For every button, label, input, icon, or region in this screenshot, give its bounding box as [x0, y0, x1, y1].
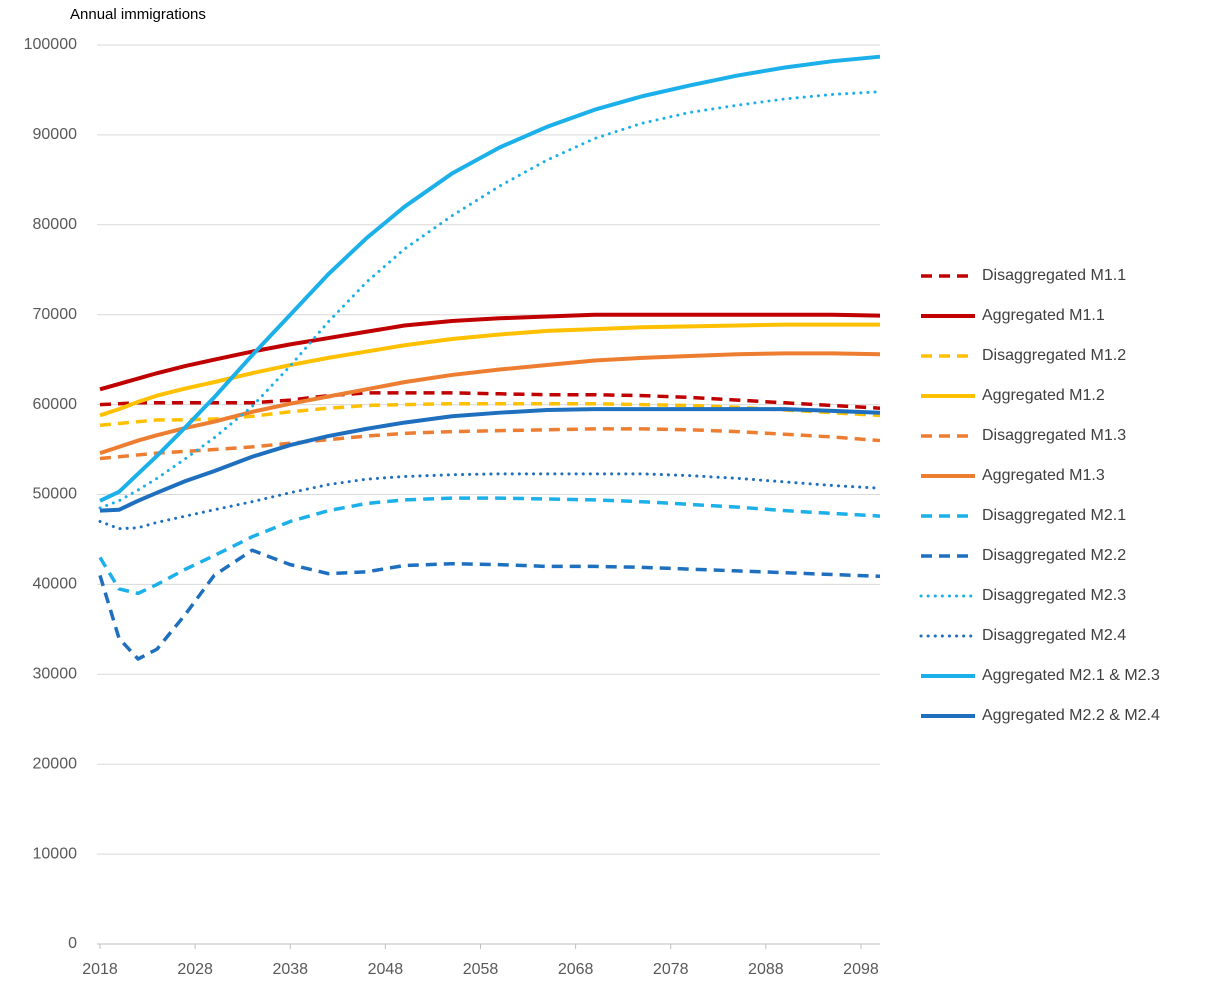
x-tick-label: 2098 — [843, 961, 879, 978]
y-tick-label: 20000 — [33, 755, 78, 772]
series-line — [99, 351, 881, 456]
y-tick-label: 80000 — [33, 216, 78, 233]
x-tick-label: 2028 — [177, 961, 213, 978]
legend-label: Disaggregated M2.2 — [982, 547, 1126, 564]
legend-label: Aggregated M2.1 & M2.3 — [982, 667, 1160, 684]
series-line — [98, 472, 882, 531]
legend-label: Disaggregated M1.1 — [982, 267, 1126, 284]
x-tick-label: 2078 — [653, 961, 689, 978]
y-tick-label: 0 — [68, 935, 77, 952]
legend-label: Disaggregated M2.4 — [982, 627, 1126, 644]
legend-label: Disaggregated M1.3 — [982, 427, 1126, 444]
series-line — [99, 407, 881, 513]
series-line — [99, 401, 881, 428]
y-tick-label: 40000 — [33, 576, 78, 593]
legend-label: Aggregated M1.2 — [982, 387, 1105, 404]
legend-label: Disaggregated M2.3 — [982, 587, 1126, 604]
series-line — [98, 548, 881, 661]
series-line — [99, 322, 880, 418]
series-line — [99, 312, 881, 392]
x-tick-label: 2048 — [368, 961, 404, 978]
x-tick-label: 2018 — [82, 961, 118, 978]
legend-label: Aggregated M1.1 — [982, 307, 1105, 324]
legend: Disaggregated M1.1 Aggregated M1.1 Disaggr… — [919, 267, 1160, 724]
x-tick-label: 2068 — [558, 961, 594, 978]
y-tick-label: 90000 — [33, 126, 78, 143]
x-tick-label: 2058 — [463, 961, 499, 978]
y-tick-label: 10000 — [33, 845, 78, 862]
x-tick-label: 2038 — [272, 961, 308, 978]
y-axis-label: Annual immigrations — [70, 6, 206, 23]
y-tick-label: 50000 — [33, 486, 78, 503]
legend-label: Aggregated M1.3 — [982, 467, 1105, 484]
y-tick-label: 100000 — [24, 36, 77, 53]
y-tick-label: 70000 — [33, 306, 78, 323]
series-line — [99, 427, 881, 461]
legend-label: Disaggregated M1.2 — [982, 347, 1126, 364]
series-line — [99, 54, 881, 503]
legend-label: Disaggregated M2.1 — [982, 507, 1126, 524]
series-line — [98, 496, 881, 596]
series-line — [99, 391, 881, 410]
y-tick-label: 60000 — [33, 396, 78, 413]
y-tick-label: 30000 — [33, 666, 78, 683]
x-tick-label: 2088 — [748, 961, 784, 978]
legend-label: Aggregated M2.2 & M2.4 — [982, 707, 1160, 724]
